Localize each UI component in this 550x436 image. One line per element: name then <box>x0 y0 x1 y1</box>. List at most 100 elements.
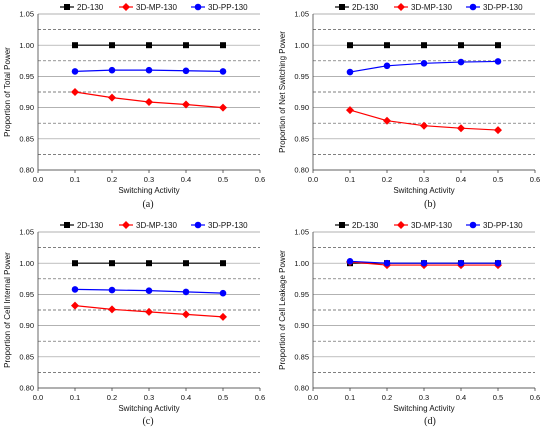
legend-marker <box>122 221 130 229</box>
x-tick-label: 0.0 <box>33 175 43 184</box>
legend-label: 3D-PP-130 <box>483 221 523 230</box>
data-point <box>183 260 189 267</box>
legend-marker <box>469 221 477 229</box>
data-point <box>108 305 116 314</box>
y-tick-label: 1.05 <box>19 228 34 237</box>
legend-label: 2D-130 <box>77 3 104 12</box>
legend-label: 2D-130 <box>77 221 104 230</box>
chart-panel-1: 0.80 0.85 0.90 0.95 1.00 1.05 0.0 0.1 0.2 0.3 0.4 0… <box>3 3 265 210</box>
x-tick-label: 0.2 <box>382 175 392 184</box>
y-tick-label: 0.85 <box>294 352 309 361</box>
legend-item: 3D-MP-130 <box>119 221 177 230</box>
legend-item: 3D-PP-130 <box>191 221 248 230</box>
x-tick-label: 0.1 <box>70 175 80 184</box>
data-point <box>420 259 428 267</box>
panel-label: (d) <box>424 416 436 427</box>
x-tick-label: 0.4 <box>181 393 191 402</box>
x-tick-label: 0.6 <box>255 175 265 184</box>
legend-marker <box>194 3 202 11</box>
y-tick-label: 0.80 <box>19 166 34 175</box>
legend-item: 3D-PP-130 <box>466 221 523 230</box>
y-tick-label: 1.05 <box>294 10 309 19</box>
data-point <box>182 100 190 109</box>
legend-marker <box>339 4 345 10</box>
series-3d-mp-130 <box>71 88 227 112</box>
x-tick-label: 0.1 <box>345 393 355 402</box>
y-tick-label: 0.95 <box>19 290 34 299</box>
x-tick-label: 0.0 <box>33 393 43 402</box>
panel-label: (c) <box>142 416 153 427</box>
panel-label: (b) <box>424 199 436 210</box>
series-3d-mp-130 <box>346 106 502 135</box>
legend-item: 3D-MP-130 <box>394 221 452 230</box>
y-tick-label: 0.85 <box>294 134 309 143</box>
y-tick-label: 1.00 <box>19 259 34 268</box>
x-tick-label: 0.4 <box>456 393 466 402</box>
series-3d-pp-130 <box>346 58 502 76</box>
data-point <box>71 68 79 75</box>
y-axis-title: Proportion of Total Power <box>3 47 12 137</box>
x-tick-label: 0.3 <box>419 393 429 402</box>
x-tick-label: 0.5 <box>493 175 503 184</box>
x-tick-label: 0.3 <box>144 175 154 184</box>
data-point <box>220 260 226 267</box>
x-tick-label: 0.0 <box>308 393 318 402</box>
data-point <box>219 103 227 112</box>
data-point <box>494 58 502 65</box>
series-3d-pp-130 <box>346 258 502 267</box>
x-tick-label: 0.2 <box>107 175 117 184</box>
data-point <box>219 312 227 321</box>
x-tick-label: 0.6 <box>530 175 540 184</box>
x-tick-label: 0.4 <box>181 175 191 184</box>
series-3d-pp-130 <box>71 66 227 75</box>
x-tick-label: 0.5 <box>218 393 228 402</box>
x-tick-label: 0.5 <box>493 393 503 402</box>
y-axis-title: Proportion of Net Switching Power <box>278 31 287 153</box>
legend-label: 3D-MP-130 <box>411 3 452 12</box>
legend-marker <box>64 4 70 10</box>
legend-label: 3D-MP-130 <box>411 221 452 230</box>
data-point <box>220 42 226 49</box>
x-axis-title: Switching Activity <box>118 404 179 413</box>
y-tick-label: 0.90 <box>19 103 34 112</box>
x-tick-label: 0.6 <box>530 393 540 402</box>
legend-item: 2D-130 <box>60 221 104 230</box>
legend-item: 3D-MP-130 <box>119 3 177 12</box>
data-point <box>384 42 390 49</box>
y-tick-label: 1.05 <box>19 10 34 19</box>
data-point <box>457 124 465 133</box>
legend-marker <box>122 3 130 11</box>
data-point <box>183 42 189 49</box>
y-axis-title: Proportion of Cell Internal Power <box>3 252 12 368</box>
data-point <box>71 286 79 293</box>
data-point <box>219 289 227 297</box>
chart-panel-4: 0.80 0.85 0.90 0.95 1.00 1.05 0.0 0.1 0.2 0.3 0.4 0… <box>278 221 540 427</box>
legend-marker <box>64 222 70 228</box>
x-tick-label: 0.2 <box>382 393 392 402</box>
legend-label: 2D-130 <box>352 3 379 12</box>
x-tick-label: 0.6 <box>255 393 265 402</box>
y-tick-label: 0.85 <box>19 352 34 361</box>
legend-item: 3D-PP-130 <box>191 3 248 12</box>
data-point <box>108 66 116 74</box>
data-point <box>71 88 79 96</box>
legend-item: 2D-130 <box>335 3 379 12</box>
x-tick-label: 0.1 <box>345 175 355 184</box>
series-2d-130 <box>72 42 226 49</box>
data-point <box>346 68 354 76</box>
data-point <box>146 42 152 49</box>
x-tick-label: 0.1 <box>70 393 80 402</box>
y-tick-label: 0.90 <box>19 321 34 330</box>
legend-label: 3D-PP-130 <box>208 3 248 12</box>
x-tick-label: 0.4 <box>456 175 466 184</box>
data-point <box>71 301 79 310</box>
legend-item: 2D-130 <box>60 3 104 12</box>
data-point <box>108 286 116 294</box>
legend-label: 2D-130 <box>352 221 379 230</box>
data-point <box>457 58 465 66</box>
legend-label: 3D-PP-130 <box>483 3 523 12</box>
data-point <box>182 288 190 296</box>
series-2d-130 <box>347 42 501 49</box>
x-axis-title: Switching Activity <box>393 404 454 413</box>
data-point <box>457 259 465 267</box>
